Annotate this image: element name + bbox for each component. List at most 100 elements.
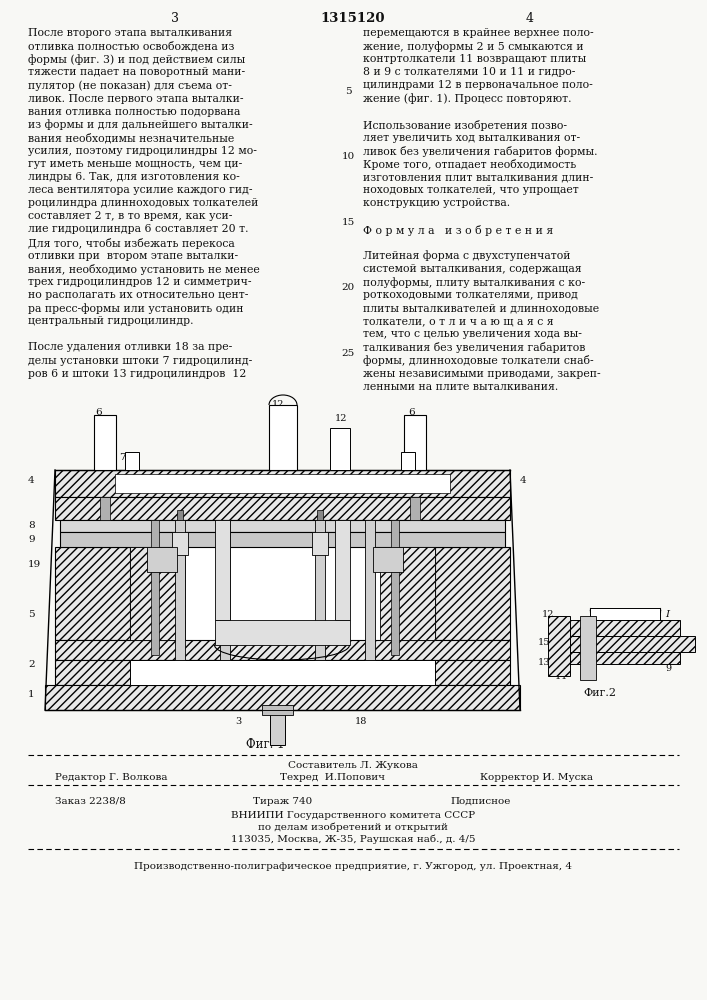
- Text: Литейная форма с двухступенчатой: Литейная форма с двухступенчатой: [363, 251, 571, 261]
- Text: 14: 14: [555, 672, 568, 681]
- Text: отливка полностью освобождена из: отливка полностью освобождена из: [28, 41, 235, 52]
- Text: Редактор Г. Волкова: Редактор Г. Волкова: [55, 773, 168, 782]
- Text: леса вентилятора усилие каждого гид-: леса вентилятора усилие каждого гид-: [28, 185, 252, 195]
- Text: талкивания без увеличения габаритов: талкивания без увеличения габаритов: [363, 342, 585, 353]
- Text: ров 6 и штоки 13 гидроцилиндров  12: ров 6 и штоки 13 гидроцилиндров 12: [28, 369, 246, 379]
- Text: делы установки штоки 7 гидроцилинд-: делы установки штоки 7 гидроцилинд-: [28, 356, 252, 365]
- Text: 12: 12: [542, 610, 554, 619]
- Text: 8: 8: [28, 521, 35, 530]
- Text: 17: 17: [665, 622, 677, 631]
- Bar: [270, 710, 285, 745]
- Text: Подписное: Подписное: [450, 797, 510, 806]
- Bar: [373, 547, 403, 572]
- Bar: [115, 474, 450, 493]
- Text: толкатели, о т л и ч а ю щ а я с я: толкатели, о т л и ч а ю щ а я с я: [363, 316, 554, 326]
- Text: Кроме того, отпадает необходимость: Кроме того, отпадает необходимость: [363, 159, 576, 170]
- Bar: [335, 520, 350, 620]
- Bar: [94, 415, 116, 470]
- Text: 4: 4: [28, 476, 35, 485]
- Text: I: I: [370, 480, 374, 489]
- Text: гут иметь меньше мощность, чем ци-: гут иметь меньше мощность, чем ци-: [28, 159, 243, 169]
- Text: ливок. После первого этапа выталки-: ливок. После первого этапа выталки-: [28, 94, 243, 104]
- Text: 9: 9: [28, 535, 35, 544]
- Text: Техред  И.Попович: Техред И.Попович: [280, 773, 385, 782]
- Bar: [365, 520, 375, 660]
- Bar: [590, 608, 660, 620]
- Text: 15: 15: [341, 218, 355, 227]
- Text: по делам изобретений и открытий: по делам изобретений и открытий: [258, 823, 448, 832]
- Text: 25: 25: [341, 349, 355, 358]
- Text: 113035, Москва, Ж-35, Раушская наб., д. 4/5: 113035, Москва, Ж-35, Раушская наб., д. …: [230, 835, 475, 844]
- Text: линдры 6. Так, для изготовления ко-: линдры 6. Так, для изготовления ко-: [28, 172, 240, 182]
- Text: Фиг. 1: Фиг. 1: [246, 738, 284, 751]
- Text: 7: 7: [119, 453, 126, 462]
- Bar: [55, 547, 130, 640]
- Bar: [215, 520, 230, 620]
- Text: ра пресс-формы или установить один: ра пресс-формы или установить один: [28, 303, 243, 314]
- Bar: [130, 547, 435, 640]
- Text: жение, полуформы 2 и 5 смыкаются и: жение, полуформы 2 и 5 смыкаются и: [363, 41, 583, 52]
- Text: 18: 18: [355, 717, 368, 726]
- Text: I: I: [665, 610, 669, 619]
- Text: 8: 8: [665, 652, 671, 661]
- Text: 11: 11: [145, 555, 158, 564]
- Text: 13: 13: [538, 658, 551, 667]
- Text: усилия, поэтому гидроцилиндры 12 мо-: усилия, поэтому гидроцилиндры 12 мо-: [28, 146, 257, 156]
- Text: Заказ 2238/8: Заказ 2238/8: [55, 797, 126, 806]
- Text: перемещаются в крайнее верхнее поло-: перемещаются в крайнее верхнее поло-: [363, 28, 594, 38]
- Text: лие гидроцилиндра 6 составляет 20 т.: лие гидроцилиндра 6 составляет 20 т.: [28, 225, 248, 234]
- Bar: [220, 520, 230, 660]
- Text: вания необходимы незначительные: вания необходимы незначительные: [28, 133, 234, 143]
- Text: из формы и для дальнейшего выталки-: из формы и для дальнейшего выталки-: [28, 120, 252, 130]
- Text: составляет 2 т, в то время, как уси-: составляет 2 т, в то время, как уси-: [28, 211, 233, 221]
- Bar: [45, 685, 520, 710]
- Text: роткоходовыми толкателями, привод: роткоходовыми толкателями, привод: [363, 290, 578, 300]
- Text: Ф о р м у л а   и з о б р е т е н и я: Ф о р м у л а и з о б р е т е н и я: [363, 225, 554, 235]
- Text: 1: 1: [28, 690, 35, 699]
- Bar: [55, 660, 510, 685]
- Text: трех гидроцилиндров 12 и симметрич-: трех гидроцилиндров 12 и симметрич-: [28, 277, 252, 287]
- Text: 12: 12: [272, 400, 284, 409]
- Bar: [391, 520, 399, 655]
- Text: отливки при  втором этапе выталки-: отливки при втором этапе выталки-: [28, 251, 238, 261]
- Text: системой выталкивания, содержащая: системой выталкивания, содержащая: [363, 264, 582, 274]
- Text: 15: 15: [538, 638, 550, 647]
- Text: 10: 10: [320, 522, 332, 531]
- Text: 6: 6: [95, 408, 102, 417]
- Text: 4: 4: [665, 640, 671, 649]
- Text: 14: 14: [382, 533, 395, 542]
- Bar: [177, 510, 183, 520]
- Bar: [580, 616, 596, 680]
- Text: цилиндрами 12 в первоначальное поло-: цилиндрами 12 в первоначальное поло-: [363, 80, 592, 90]
- Text: 10: 10: [170, 522, 182, 531]
- Text: 14: 14: [145, 523, 158, 532]
- Bar: [555, 636, 695, 652]
- Bar: [172, 532, 188, 555]
- Text: 20: 20: [341, 283, 355, 292]
- Bar: [404, 415, 426, 470]
- Text: ноходовых толкателей, что упрощает: ноходовых толкателей, что упрощает: [363, 185, 579, 195]
- Bar: [55, 640, 510, 660]
- Text: 3: 3: [171, 12, 179, 25]
- Text: Составитель Л. Жукова: Составитель Л. Жукова: [288, 761, 418, 770]
- Text: 7: 7: [402, 453, 409, 462]
- Bar: [380, 547, 435, 640]
- Text: пулятор (не показан) для съема от-: пулятор (не показан) для съема от-: [28, 80, 232, 91]
- Text: но располагать их относительно цент-: но располагать их относительно цент-: [28, 290, 248, 300]
- Text: ВНИИПИ Государственного комитета СССР: ВНИИПИ Государственного комитета СССР: [231, 811, 475, 820]
- Text: центральный гидроцилиндр.: центральный гидроцилиндр.: [28, 316, 194, 326]
- Text: 11: 11: [382, 555, 395, 564]
- Text: 19: 19: [28, 560, 41, 569]
- Bar: [548, 616, 570, 676]
- Text: контртолкатели 11 возвращают плиты: контртолкатели 11 возвращают плиты: [363, 54, 586, 64]
- Text: 4: 4: [526, 12, 534, 25]
- Text: ляет увеличить ход выталкивания от-: ляет увеличить ход выталкивания от-: [363, 133, 580, 143]
- Bar: [269, 405, 297, 470]
- Text: 5: 5: [28, 610, 35, 619]
- Text: тем, что с целью увеличения хода вы-: тем, что с целью увеличения хода вы-: [363, 329, 582, 339]
- Bar: [570, 620, 680, 636]
- Text: конструкцию устройства.: конструкцию устройства.: [363, 198, 510, 208]
- Bar: [215, 620, 350, 645]
- Text: Тираж 740: Тираж 740: [253, 797, 312, 806]
- Bar: [435, 547, 510, 640]
